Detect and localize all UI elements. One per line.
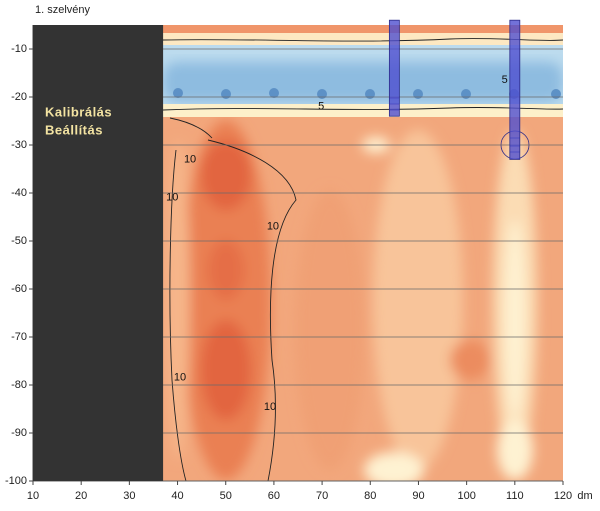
- y-tick-label: -10: [11, 43, 27, 55]
- y-tick-label: -80: [11, 379, 27, 391]
- borehole: [509, 19, 521, 160]
- x-tick-label: 30: [123, 490, 135, 502]
- contour-label: 10: [174, 372, 186, 384]
- contour-label: 10: [264, 401, 276, 413]
- x-tick-label: 10: [27, 490, 39, 502]
- contour-label: 10: [184, 153, 196, 165]
- x-tick-label: 60: [268, 490, 280, 502]
- y-tick-label: -40: [11, 187, 27, 199]
- x-tick-label: 90: [412, 490, 424, 502]
- x-tick-label: 80: [364, 490, 376, 502]
- contour-label: 5: [318, 101, 324, 113]
- contour-fill: [33, 25, 563, 481]
- x-axis-label: dm: [577, 490, 592, 502]
- x-tick-label: 50: [220, 490, 232, 502]
- masked-label: Kalibrálás: [45, 104, 112, 119]
- y-tick-label: -70: [11, 331, 27, 343]
- y-tick-label: -30: [11, 139, 27, 151]
- contour-label: 10: [267, 221, 279, 233]
- contour-label: 10: [166, 192, 178, 204]
- x-tick-label: 40: [171, 490, 183, 502]
- masked-label: Beállítás: [45, 122, 103, 137]
- borehole: [388, 19, 400, 117]
- y-tick-label: -100: [5, 475, 27, 487]
- x-tick-label: 70: [316, 490, 328, 502]
- y-tick-label: -50: [11, 235, 27, 247]
- x-tick-label: 110: [506, 490, 524, 502]
- x-tick-label: 20: [75, 490, 87, 502]
- chart-title: 1. szelvény: [35, 4, 91, 16]
- y-tick-label: -90: [11, 427, 27, 439]
- masked-region: [33, 25, 164, 481]
- y-tick-label: -20: [11, 91, 27, 103]
- x-tick-label: 120: [554, 490, 572, 502]
- y-tick-label: -60: [11, 283, 27, 295]
- contour-label: 5: [502, 74, 508, 86]
- x-tick-label: 100: [457, 490, 475, 502]
